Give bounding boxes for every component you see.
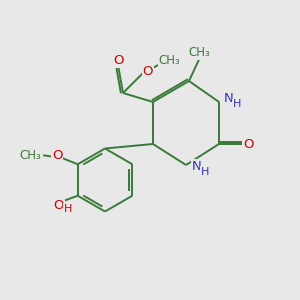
Text: H: H [200,167,209,177]
Text: CH₃: CH₃ [159,53,180,67]
Text: H: H [233,99,241,110]
Text: O: O [54,199,64,212]
Text: O: O [52,149,63,162]
Text: O: O [113,54,124,68]
Text: H: H [64,204,72,214]
Text: O: O [143,65,153,79]
Text: CH₃: CH₃ [189,46,210,59]
Text: N: N [192,160,201,173]
Text: O: O [243,137,254,151]
Text: N: N [224,92,234,105]
Text: CH₃: CH₃ [20,149,41,162]
